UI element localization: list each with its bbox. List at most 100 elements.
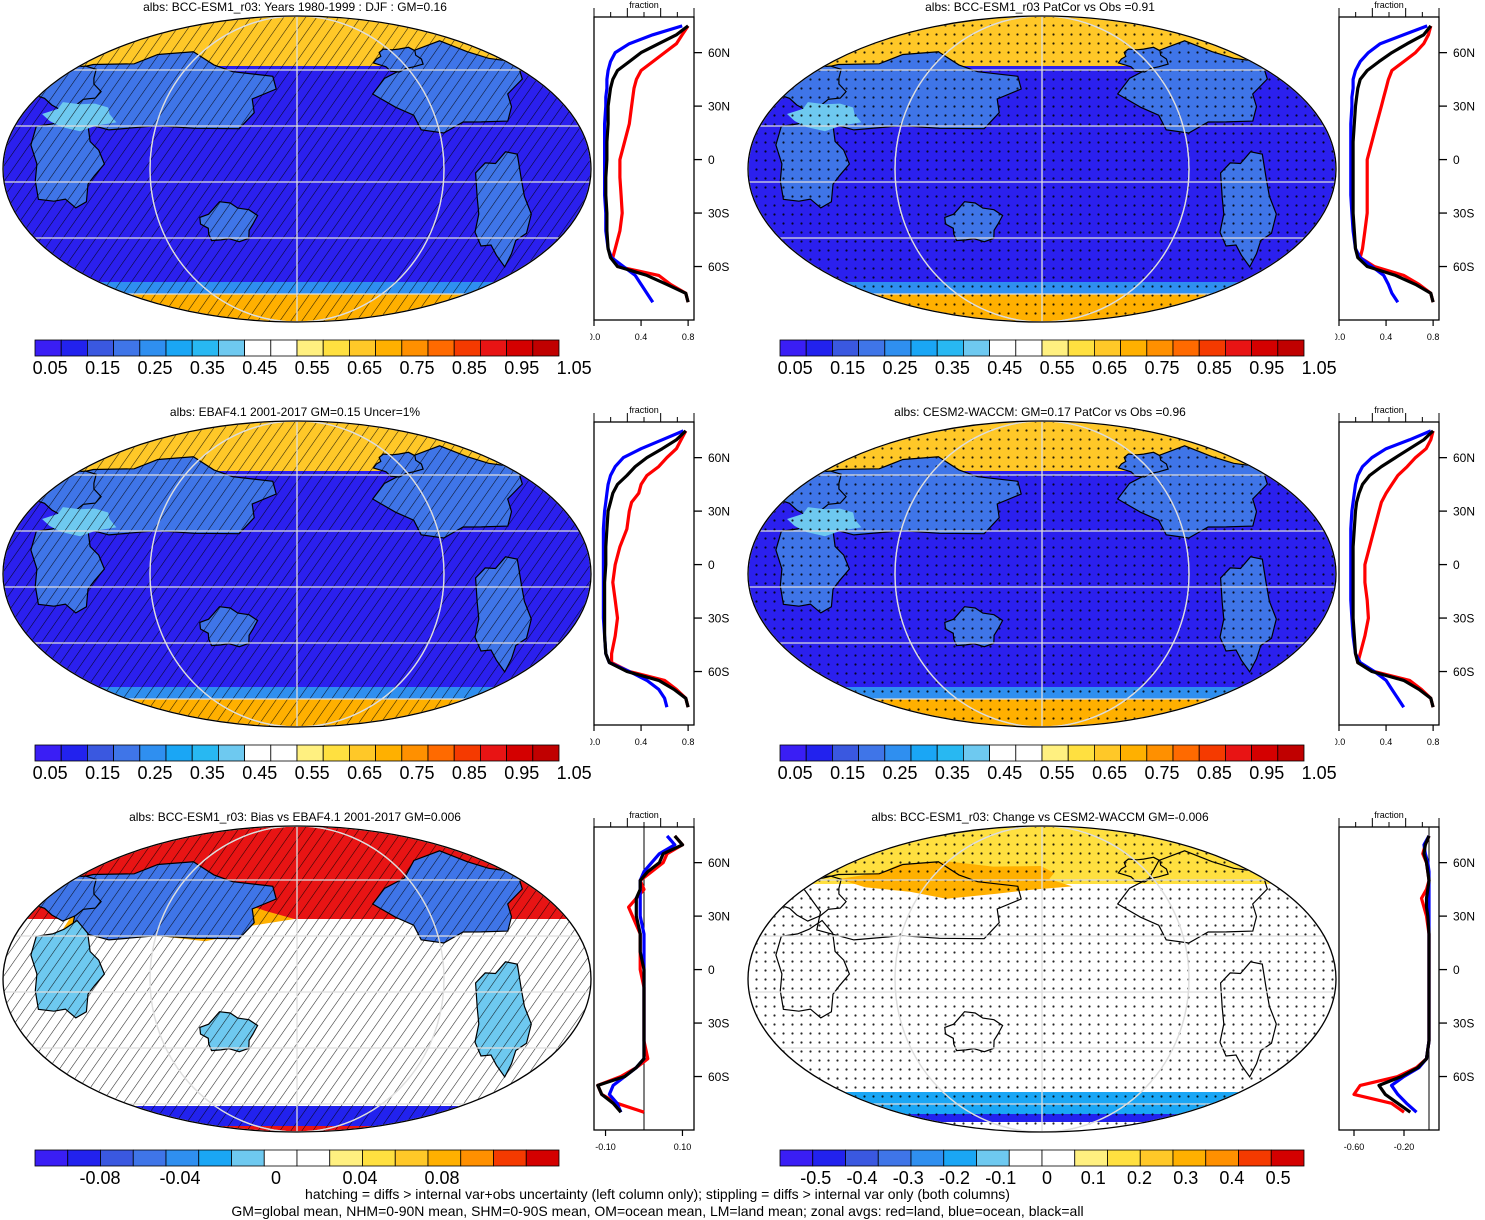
colorbar-swatch — [1172, 1149, 1207, 1167]
colorbar-swatch — [217, 339, 245, 357]
zonal-mean-plot: fraction 60N 30N 0 30S 60S -0.60 -0.20 — [1338, 810, 1475, 1152]
colorbar-swatch — [460, 1149, 494, 1167]
colorbar-swatch — [113, 744, 141, 762]
colorbar-swatch — [322, 744, 350, 762]
colorbar-tick-label: 0.04 — [342, 1168, 378, 1188]
lat-tick-label: 60S — [1453, 1070, 1474, 1084]
lat-tick-label: 60S — [708, 665, 729, 679]
colorbar-tick-label: 0.4 — [1219, 1168, 1245, 1188]
colorbar-swatch — [1238, 1149, 1272, 1167]
colorbar-swatch — [1067, 744, 1095, 762]
panel-albs-ebaf-obs: albs: EBAF4.1 2001-2017 GM=0.15 Uncer=1%… — [0, 405, 742, 810]
zonal-plot-title: fraction — [1374, 405, 1404, 415]
colorbar-tick-label: 0.65 — [1092, 763, 1128, 783]
colorbar-tick-label: 0.15 — [85, 763, 121, 783]
colorbar-swatch — [296, 1149, 331, 1167]
colorbar-swatch — [427, 339, 455, 357]
colorbar-tick-label: 0.08 — [424, 1168, 460, 1188]
colorbar-swatch — [779, 1149, 814, 1167]
panel-title: albs: BCC-ESM1_r03: Bias vs EBAF4.1 2001… — [129, 810, 461, 824]
colorbar-swatch — [1172, 744, 1200, 762]
x-tick-label: 0.8 — [682, 332, 695, 342]
colorbar-swatch — [348, 744, 376, 762]
colorbar-swatch — [976, 1149, 1010, 1167]
colorbar-swatch — [506, 744, 534, 762]
colorbar-tick-label: 0.95 — [504, 358, 540, 378]
map-outline — [2, 420, 592, 728]
panel-albs-bcc-patcor: albs: BCC-ESM1_r03 PatCor vs Obs =0.91 fr… — [745, 0, 1485, 405]
colorbar-tick-label: 0.75 — [399, 358, 435, 378]
colorbar — [779, 339, 1305, 357]
lat-tick-label: 30N — [1453, 910, 1475, 924]
colorbar-swatch — [231, 1149, 265, 1167]
colorbar-swatch — [1251, 339, 1279, 357]
colorbar-tick-label: -0.2 — [939, 1168, 971, 1188]
colorbar-tick-label: 1.05 — [1301, 358, 1337, 378]
colorbar-tick-label: 0.95 — [1249, 763, 1285, 783]
colorbar-swatch — [989, 339, 1017, 357]
zonal-line-all — [596, 834, 685, 1114]
colorbar-swatch — [1172, 339, 1200, 357]
x-tick-label: -0.60 — [1344, 1142, 1365, 1152]
lat-tick-label: 30S — [1453, 612, 1474, 626]
lat-tick-label: 60N — [1453, 856, 1475, 870]
colorbar-swatch — [87, 744, 115, 762]
colorbar-swatch — [113, 339, 141, 357]
colorbar-tick-label: 1.05 — [556, 358, 592, 378]
map-outline — [747, 15, 1337, 323]
colorbar-swatch — [362, 1149, 396, 1167]
zonal-mean-plot: fraction 60N 30N 0 30S 60S 0.0 0.4 0.8 — [1335, 405, 1475, 747]
colorbar-swatch — [453, 339, 481, 357]
colorbar-swatch — [1041, 744, 1069, 762]
lat-tick-label: 60S — [1453, 665, 1474, 679]
colorbar-swatch — [805, 339, 833, 357]
colorbar — [34, 1149, 560, 1167]
colorbar-swatch — [375, 744, 403, 762]
colorbar-tick-label: -0.04 — [159, 1168, 201, 1188]
colorbar-swatch — [936, 744, 964, 762]
colorbar-tick-label: 0.55 — [294, 763, 330, 783]
map-outline — [2, 825, 592, 1133]
colorbar-tick-label: 0.15 — [830, 358, 866, 378]
colorbar-swatch — [1146, 744, 1174, 762]
colorbar-tick-label: 0.85 — [451, 763, 487, 783]
zonal-mean-plot: fraction 60N 30N 0 30S 60S 0.0 0.4 0.8 — [590, 405, 730, 747]
colorbar-tick-label: -0.4 — [846, 1168, 878, 1188]
lat-tick-label: 0 — [708, 153, 715, 167]
colorbar-swatch — [165, 1149, 200, 1167]
zonal-line-all — [1351, 24, 1435, 303]
footer-notes: hatching = diffs > internal var+obs unce… — [0, 1186, 1315, 1220]
colorbar-swatch — [525, 1149, 560, 1167]
colorbar-swatch — [884, 339, 912, 357]
x-tick-label: 0.4 — [635, 737, 648, 747]
world-map — [747, 825, 1337, 1133]
colorbar-swatch — [962, 744, 990, 762]
lat-tick-label: 60S — [708, 260, 729, 274]
colorbar-tick-label: 0.1 — [1080, 1168, 1106, 1188]
zonal-line-all — [1377, 835, 1431, 1114]
lat-tick-label: 30N — [1453, 505, 1475, 519]
colorbar-swatch — [910, 1149, 945, 1167]
x-tick-label: -0.20 — [1394, 1142, 1415, 1152]
panel-title: albs: CESM2-WACCM: GM=0.17 PatCor vs Obs… — [894, 405, 1186, 419]
colorbar-swatch — [1139, 1149, 1174, 1167]
colorbar-tick-label: 0.3 — [1173, 1168, 1199, 1188]
colorbar-swatch — [1093, 744, 1121, 762]
world-map — [2, 15, 592, 323]
colorbar-swatch — [60, 744, 88, 762]
x-tick-label: -0.10 — [595, 1142, 616, 1152]
colorbar-swatch — [34, 744, 62, 762]
colorbar-swatch — [191, 744, 219, 762]
colorbar-tick-label: 0.85 — [1196, 763, 1232, 783]
panel-title: albs: BCC-ESM1_r03 PatCor vs Obs =0.91 — [925, 0, 1155, 14]
colorbar-swatch — [1205, 1149, 1239, 1167]
colorbar-swatch — [165, 744, 193, 762]
colorbar-tick-label: 0.15 — [830, 763, 866, 783]
colorbar-swatch — [943, 1149, 977, 1167]
colorbar-swatch — [132, 1149, 167, 1167]
colorbar-tick-label: 0.45 — [987, 763, 1023, 783]
colorbar-tick-label: 0.55 — [1039, 358, 1075, 378]
colorbar-swatch — [1251, 744, 1279, 762]
colorbar-swatch — [1067, 339, 1095, 357]
colorbar-swatch — [845, 1149, 879, 1167]
